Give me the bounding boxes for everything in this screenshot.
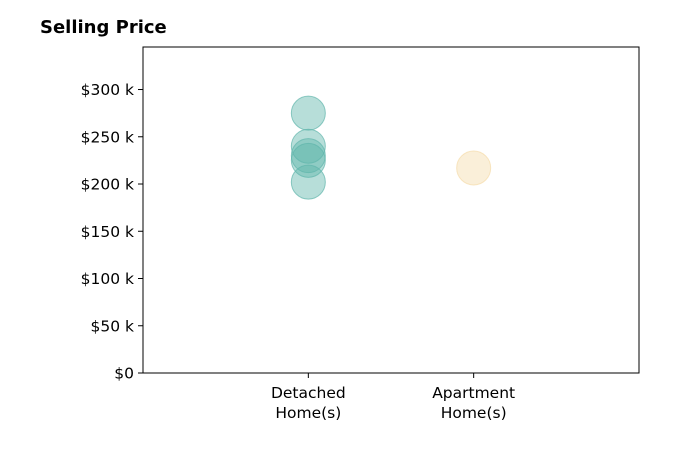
data-point [290, 128, 326, 164]
data-point [290, 142, 326, 178]
y-tick-label: $0 [114, 365, 134, 383]
x-tick-label: Home(s) [275, 404, 341, 422]
plot-frame [142, 46, 640, 374]
y-tick-label: $300 k [81, 81, 134, 99]
data-point [290, 164, 326, 200]
y-tick-label: $150 k [81, 223, 134, 241]
y-tick-label: $200 k [81, 176, 134, 194]
y-tick-label: $250 k [81, 128, 134, 146]
data-point [456, 150, 492, 186]
y-tick-label: $50 k [91, 317, 135, 335]
x-tick-label: Detached [271, 384, 346, 402]
chart-title: Selling Price [40, 17, 167, 38]
x-tick-label: Home(s) [441, 404, 507, 422]
x-tick-label: Apartment [432, 384, 515, 402]
y-tick-label: $100 k [81, 270, 134, 288]
data-point [290, 138, 326, 174]
data-point [290, 95, 326, 131]
